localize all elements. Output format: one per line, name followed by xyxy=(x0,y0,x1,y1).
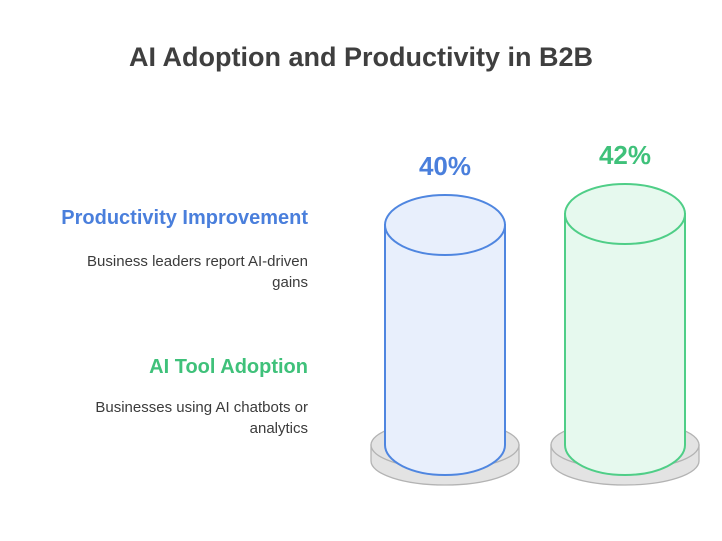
cylinder-top-adoption xyxy=(564,183,686,245)
cylinder-top-productivity xyxy=(384,194,506,256)
legend-title-productivity: Productivity Improvement xyxy=(61,207,308,229)
legend-adoption: AI Tool Adoption Businesses using AI cha… xyxy=(48,354,308,439)
legend-desc-productivity: Business leaders report AI-driven gains xyxy=(87,253,308,291)
legend-title-adoption: AI Tool Adoption xyxy=(149,356,308,378)
legend-desc-adoption: Businesses using AI chatbots or analytic… xyxy=(95,399,308,437)
value-label-productivity: 40% xyxy=(419,151,471,181)
legend-productivity: Productivity Improvement Business leader… xyxy=(48,205,308,293)
cylinder-body-productivity xyxy=(384,224,506,476)
chart-title: AI Adoption and Productivity in B2B xyxy=(129,42,593,72)
value-label-adoption: 42% xyxy=(599,140,651,170)
cylinder-body-adoption xyxy=(564,213,686,476)
